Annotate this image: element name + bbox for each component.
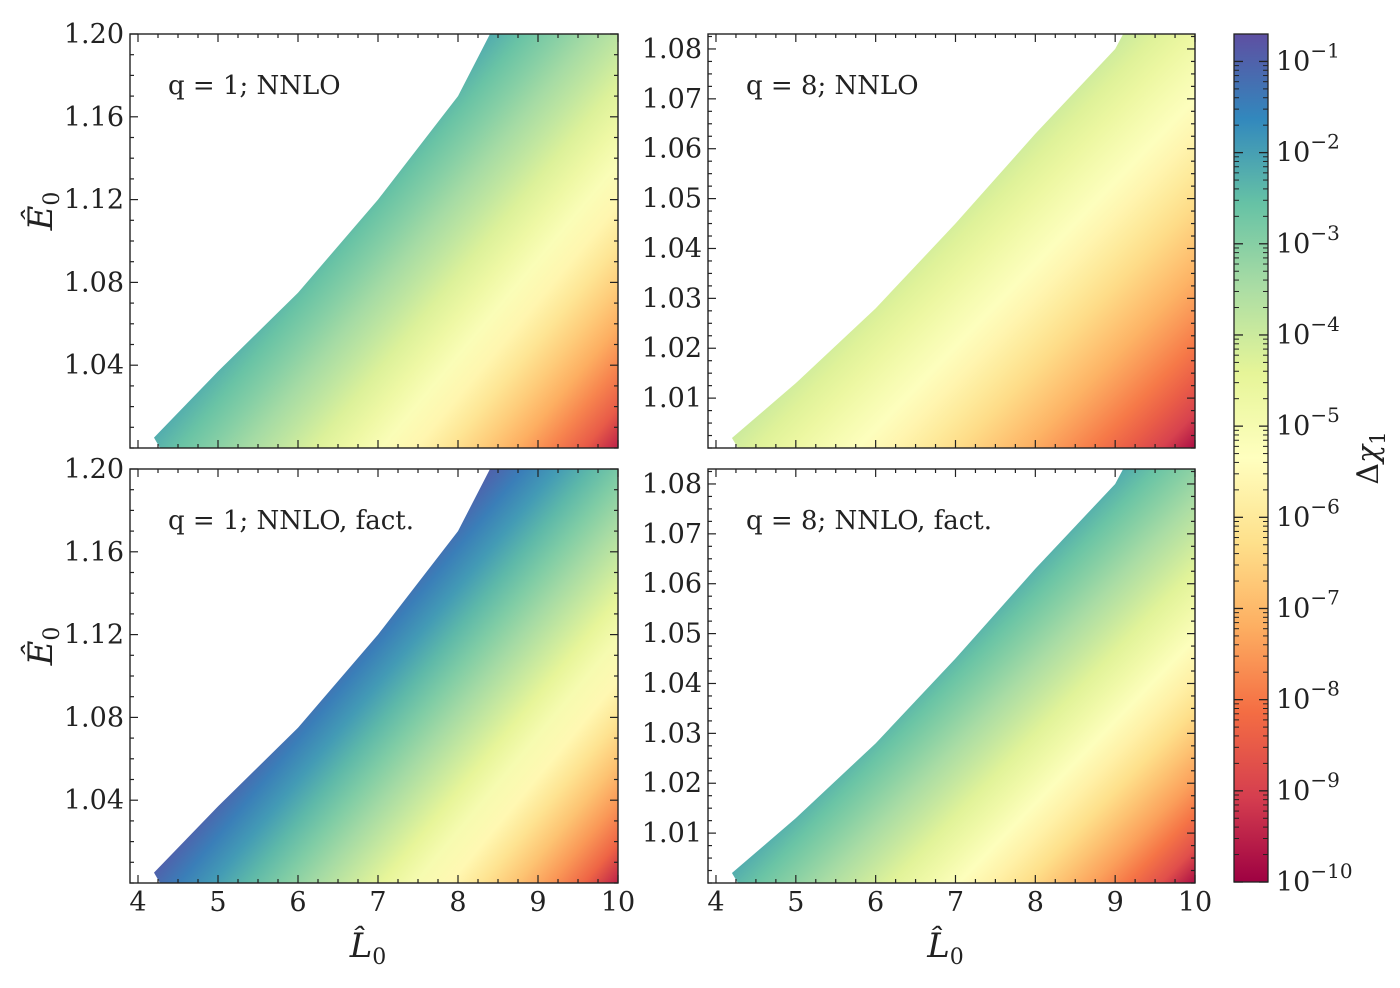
colorbar-tick-label: 10−8 <box>1276 677 1340 716</box>
colorbar-tick-label: 10−4 <box>1276 312 1340 351</box>
y-tick-label: 1.06 <box>642 569 702 600</box>
y-axis-label: Ê0 <box>20 192 65 232</box>
y-tick-label: 1.04 <box>642 668 702 699</box>
panel-annotation: q = 1; NNLO <box>168 71 341 101</box>
y-axis-label: Ê0 <box>20 627 65 667</box>
x-tick-label: 9 <box>529 887 546 918</box>
colorbar: 10−1 10−2 10−3 10−4 10−5 10−6 10−7 10−8 10−9 10−1… <box>1233 33 1390 898</box>
colorbar-tick-label: 10−10 <box>1276 859 1353 898</box>
y-tick-label: 1.08 <box>64 267 124 298</box>
colorbar-tick-label: 10−6 <box>1276 494 1340 533</box>
y-tick-label: 1.01 <box>642 818 702 849</box>
x-tick-label: 8 <box>449 887 466 918</box>
panel-annotation: q = 1; NNLO, fact. <box>168 506 414 536</box>
panel-2: 1.01 1.02 1.03 1.04 1.05 1.06 1.07 1.08 q = 8; N… <box>642 33 1196 449</box>
y-tick-label: 1.08 <box>64 702 124 733</box>
y-tick-label: 1.02 <box>642 333 702 364</box>
y-tick-label: 1.07 <box>642 519 702 550</box>
y-tick-label: 1.03 <box>642 718 702 749</box>
y-tick-label: 1.08 <box>642 469 702 500</box>
y-tick-label: 1.20 <box>64 19 124 50</box>
colorbar-gradient <box>1234 34 1268 882</box>
axes-frame <box>707 468 1196 884</box>
y-tick-label: 1.20 <box>64 454 124 485</box>
heatmap-region <box>154 34 618 448</box>
x-tick-label: 4 <box>129 887 146 918</box>
y-tick-label: 1.07 <box>642 84 702 115</box>
y-tick-label: 1.03 <box>642 283 702 314</box>
y-tick-label: 1.16 <box>64 537 124 568</box>
y-tick-label: 1.04 <box>64 785 124 816</box>
x-tick-label: 7 <box>369 887 386 918</box>
x-axis-label: L̂0 <box>349 925 387 970</box>
y-tick-label: 1.02 <box>642 768 702 799</box>
colorbar-label: Δχ1 <box>1351 431 1390 484</box>
y-tick-label: 1.04 <box>64 350 124 381</box>
x-axis-label: L̂0 <box>926 925 964 970</box>
axes-frame <box>707 33 1196 449</box>
x-tick-label: 9 <box>1107 887 1124 918</box>
y-tick-label: 1.05 <box>642 184 702 215</box>
x-tick-label: 6 <box>867 887 884 918</box>
y-tick-label: 1.16 <box>64 102 124 133</box>
heatmap-region <box>731 469 1195 883</box>
x-tick-label: 4 <box>707 887 724 918</box>
heatmap-region <box>731 34 1195 448</box>
colorbar-tick-label: 10−2 <box>1276 130 1340 169</box>
x-tick-label: 10 <box>601 887 635 918</box>
x-tick-label: 5 <box>209 887 226 918</box>
y-tick-label: 1.12 <box>64 185 124 216</box>
panel-1: 1.04 1.08 1.12 1.16 1.20 Ê0 q = 1; NNLO <box>20 19 619 449</box>
colorbar-tick-label: 10−7 <box>1276 585 1340 624</box>
x-tick-label: 8 <box>1027 887 1044 918</box>
colorbar-frame <box>1233 33 1269 883</box>
y-tick-label: 1.05 <box>642 619 702 650</box>
x-tick-label: 6 <box>289 887 306 918</box>
colorbar-tick-label: 10−9 <box>1276 768 1340 807</box>
panel-4: 1.01 1.02 1.03 1.04 1.05 1.06 1.07 1.08 4 5 6 7 8 9 10… <box>642 468 1212 970</box>
panel-3: 1.04 1.08 1.12 1.16 1.20 4 5 6 7 8 9 10 L̂0 Ê0 q = 1; … <box>20 454 635 970</box>
y-tick-label: 1.12 <box>64 620 124 651</box>
x-tick-label: 5 <box>787 887 804 918</box>
x-tick-label: 10 <box>1178 887 1212 918</box>
y-tick-label: 1.04 <box>642 233 702 264</box>
y-tick-label: 1.08 <box>642 34 702 65</box>
panel-annotation: q = 8; NNLO <box>746 71 919 101</box>
colorbar-tick-label: 10−1 <box>1276 38 1340 77</box>
colorbar-tick-label: 10−3 <box>1276 221 1340 260</box>
y-tick-label: 1.01 <box>642 383 702 414</box>
colorbar-tick-label: 10−5 <box>1276 403 1340 442</box>
y-tick-label: 1.06 <box>642 134 702 165</box>
panel-annotation: q = 8; NNLO, fact. <box>746 506 992 536</box>
x-tick-label: 7 <box>947 887 964 918</box>
heatmap-region <box>154 469 618 883</box>
